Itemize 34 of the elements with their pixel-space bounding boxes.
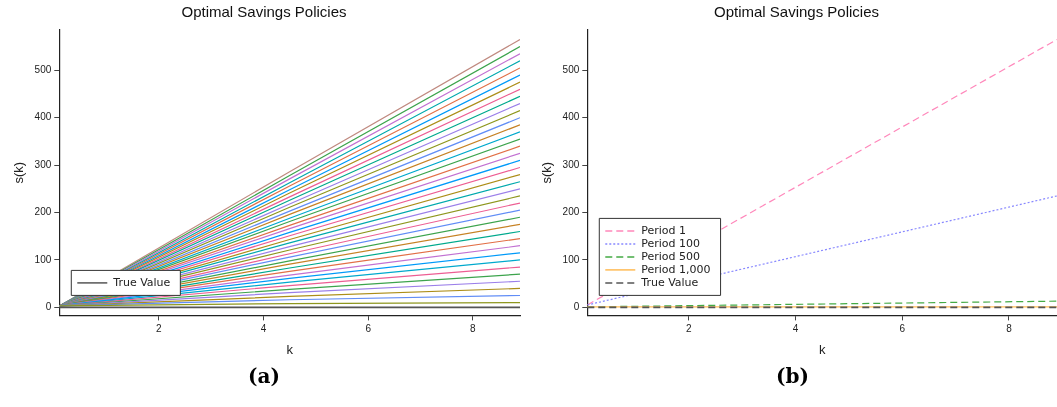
legend-label: True Value	[112, 275, 171, 289]
y-tick-label: 500	[34, 64, 52, 76]
x-tick-label: 4	[260, 323, 267, 335]
x-tick-label: 2	[155, 323, 162, 335]
y-tick-label: 500	[562, 64, 580, 76]
x-tick-label: 6	[899, 323, 906, 335]
x-axis-title: k	[286, 341, 294, 357]
y-tick-label: 200	[34, 206, 52, 218]
x-tick-label: 8	[1006, 323, 1013, 335]
y-tick-label: 200	[562, 206, 580, 218]
y-tick-label: 100	[562, 253, 580, 265]
x-axis-title: k	[818, 341, 826, 357]
y-tick-label: 300	[562, 158, 580, 170]
chart-title: Optimal Savings Policies	[181, 3, 347, 21]
x-tick-label: 8	[470, 323, 477, 335]
text: (a)	[247, 364, 281, 388]
legend-label: Period 1	[641, 223, 687, 237]
legend-label: Period 500	[641, 249, 701, 263]
legend-label: Period 100	[641, 236, 701, 250]
y-tick-label: 0	[573, 301, 580, 313]
y-tick-label: 400	[562, 111, 580, 123]
y-tick-label: 400	[34, 111, 52, 123]
chart-title: Optimal Savings Policies	[713, 3, 880, 21]
y-axis-title: s(k)	[11, 161, 27, 184]
x-tick-label: 2	[685, 323, 692, 335]
x-tick-label: 6	[365, 323, 372, 335]
x-tick-label: 4	[792, 323, 799, 335]
y-axis-title: s(k)	[539, 161, 555, 184]
text: (b)	[775, 364, 810, 388]
y-tick-label: 100	[34, 253, 52, 265]
legend-label: Period 1,000	[641, 262, 711, 276]
y-tick-label: 300	[34, 158, 52, 170]
y-tick-label: 0	[45, 301, 52, 313]
legend-label: True Value	[640, 275, 699, 289]
